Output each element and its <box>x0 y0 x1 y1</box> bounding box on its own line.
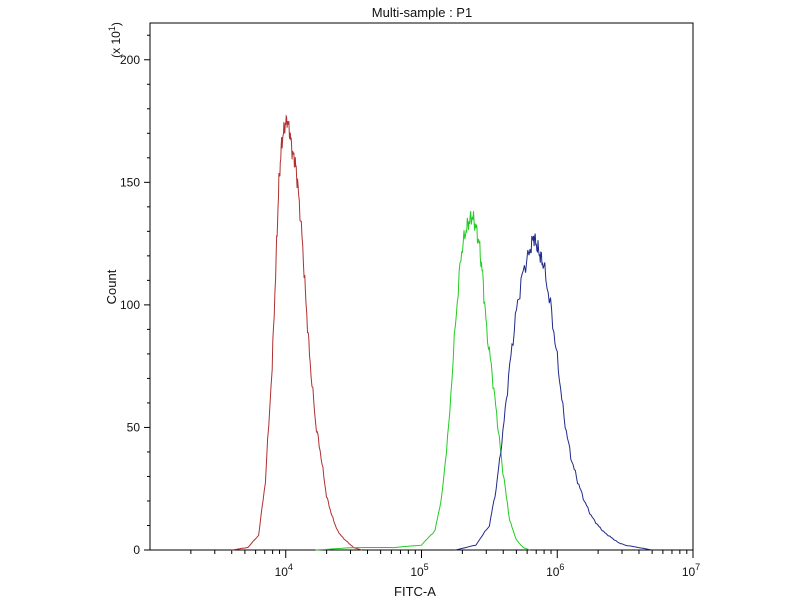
chart-title: Multi-sample : P1 <box>372 5 472 20</box>
x-tick-exp: 6 <box>559 562 564 572</box>
x-axis-label: FITC-A <box>394 584 436 599</box>
series-line <box>455 233 653 551</box>
series-line <box>231 114 362 551</box>
x-tick-base: 10 <box>410 565 424 579</box>
y-multiplier-exp: 1 <box>107 26 117 31</box>
y-multiplier-close: ) <box>109 22 123 26</box>
y-multiplier-label: (x 101) <box>107 22 123 58</box>
y-tick-label: 50 <box>127 420 141 434</box>
x-tick-base: 10 <box>682 565 696 579</box>
y-multiplier-base: (x 10 <box>109 31 123 58</box>
y-tick-label: 100 <box>120 298 140 312</box>
x-tick-exp: 4 <box>288 562 293 572</box>
x-tick-base: 10 <box>275 565 289 579</box>
x-tick-label: 106 <box>546 562 564 579</box>
x-tick-exp: 7 <box>695 562 700 572</box>
x-tick-base: 10 <box>546 565 560 579</box>
y-tick-label: 0 <box>133 543 140 557</box>
y-tick-label: 200 <box>120 53 140 67</box>
plot-frame <box>149 22 694 551</box>
series-line <box>315 211 531 551</box>
series-lines <box>231 114 653 551</box>
x-tick-label: 107 <box>682 562 700 579</box>
x-tick-label: 105 <box>410 562 428 579</box>
x-tick-label: 104 <box>275 562 293 579</box>
y-tick-label: 150 <box>120 175 140 189</box>
y-axis-label: Count <box>104 269 119 304</box>
x-tick-exp: 5 <box>424 562 429 572</box>
